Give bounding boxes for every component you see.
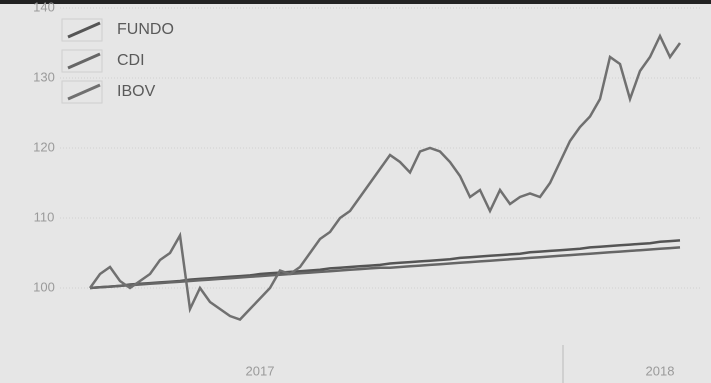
legend-box — [61, 49, 103, 73]
legend-label: FUNDO — [117, 21, 174, 38]
x-tick-label: 2017 — [246, 363, 275, 378]
y-tick-label: 140 — [33, 0, 55, 14]
y-tick-label: 100 — [33, 279, 55, 294]
legend-swatch — [67, 83, 101, 101]
legend-label: CDI — [117, 52, 145, 69]
legend-swatch — [67, 52, 101, 70]
legend-box — [61, 80, 103, 104]
series-line — [88, 33, 682, 321]
series-line — [89, 246, 681, 290]
screen-edge — [0, 0, 711, 4]
legend-box — [61, 18, 103, 42]
y-tick-label: 130 — [33, 69, 55, 84]
legend-swatch — [67, 21, 101, 39]
x-tick-label: 2018 — [646, 363, 675, 378]
series-line — [89, 239, 681, 290]
y-tick-label: 110 — [34, 209, 55, 224]
legend-label: IBOV — [117, 83, 156, 100]
y-tick-label: 120 — [33, 139, 55, 154]
